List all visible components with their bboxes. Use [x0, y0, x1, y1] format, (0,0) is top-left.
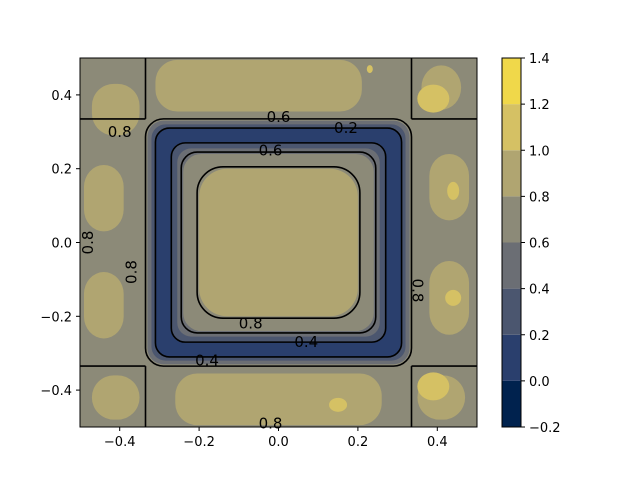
x-tick-label-0: −0.4	[104, 435, 136, 450]
contour-line-outer	[144, 118, 413, 367]
contour-label-8: 0.4	[195, 352, 219, 370]
hot-spot-4	[329, 397, 348, 412]
hot-spot-1	[417, 372, 450, 401]
band-6	[199, 168, 358, 317]
contour-label-3: 0.6	[259, 141, 283, 159]
colorbar-tick-label-1: 0.0	[529, 375, 550, 390]
hot-spot-5	[366, 65, 373, 74]
outer-patch-3	[83, 272, 124, 339]
y-axis-ticks: −0.4 −0.2 0.0 0.2 0.4	[40, 89, 80, 399]
outer-patch-6	[91, 83, 140, 136]
contour-line-0.4	[170, 142, 387, 343]
y-tick-label-4: 0.4	[51, 89, 72, 104]
x-tick-label-3: 0.2	[348, 435, 369, 450]
colorbar-tick-label-2: 0.2	[529, 329, 550, 344]
y-tick-label-1: −0.2	[40, 310, 72, 325]
contour-lines	[80, 58, 477, 427]
x-tick-label-2: 0.0	[268, 435, 289, 450]
colorbar-segment-1	[502, 334, 521, 381]
contour-label-10: 0.8	[259, 414, 283, 432]
colorbar-segment-6	[502, 104, 521, 151]
contour-label-9: 0.8	[408, 279, 426, 303]
contour-label-4: 0.8	[79, 231, 97, 255]
colorbar-tick-label-3: 0.4	[529, 283, 550, 298]
colorbar-tick-label-8: 1.4	[529, 52, 550, 67]
colorbar-segment-7	[502, 58, 521, 105]
colorbar-tick-label-4: 0.6	[529, 237, 550, 252]
contour-label-6: 0.8	[239, 315, 263, 333]
colorbar-tick-label-6: 1.0	[529, 144, 550, 159]
contour-label-1: 0.6	[267, 108, 291, 126]
colorbar-segment-5	[502, 150, 521, 197]
y-tick-label-0: −0.4	[40, 384, 72, 399]
colorbar-segment-4	[502, 196, 521, 243]
y-tick-label-2: 0.0	[51, 237, 72, 252]
contour-label-7: 0.4	[294, 333, 318, 351]
x-tick-label-4: 0.4	[427, 435, 448, 450]
contour-label-2: 0.2	[334, 119, 358, 137]
contour-label-5: 0.8	[123, 260, 141, 284]
x-tick-label-1: −0.2	[183, 435, 215, 450]
colorbar-segment-3	[502, 242, 521, 289]
outer-patch-1	[175, 373, 382, 426]
hot-spot-3	[445, 289, 462, 306]
colorbar-tick-label-7: 1.2	[529, 98, 550, 113]
colorbar-ticks: −0.2 0.0 0.2 0.4 0.6 0.8 1.0 1.2 1.4	[521, 52, 561, 436]
outer-patch-0	[155, 59, 362, 112]
colorbar	[501, 57, 522, 428]
contour-labels: 0.8 0.6 0.2 0.6 0.8 0.8 0.8 0.4 0.4 0.8 0.8	[79, 108, 427, 432]
colorbar-tick-label-5: 0.8	[529, 190, 550, 205]
contour-fills	[80, 58, 477, 427]
plot-area	[80, 58, 477, 427]
contour-line-0.8	[196, 166, 361, 319]
contour-label-0: 0.8	[108, 123, 132, 141]
colorbar-tick-label-0: −0.2	[529, 421, 561, 436]
y-tick-label-3: 0.2	[51, 163, 72, 178]
outer-patch-8	[91, 375, 140, 420]
colorbar-segment-0	[502, 380, 521, 427]
colorbar-segment-2	[502, 288, 521, 335]
contour-line-0.6	[180, 151, 377, 334]
x-axis-ticks: −0.4 −0.2 0.0 0.2 0.4	[104, 427, 448, 450]
outer-patch-2	[83, 165, 124, 232]
hot-spot-0	[417, 84, 450, 113]
contour-line-0.2	[154, 127, 403, 358]
hot-spot-2	[447, 181, 460, 200]
